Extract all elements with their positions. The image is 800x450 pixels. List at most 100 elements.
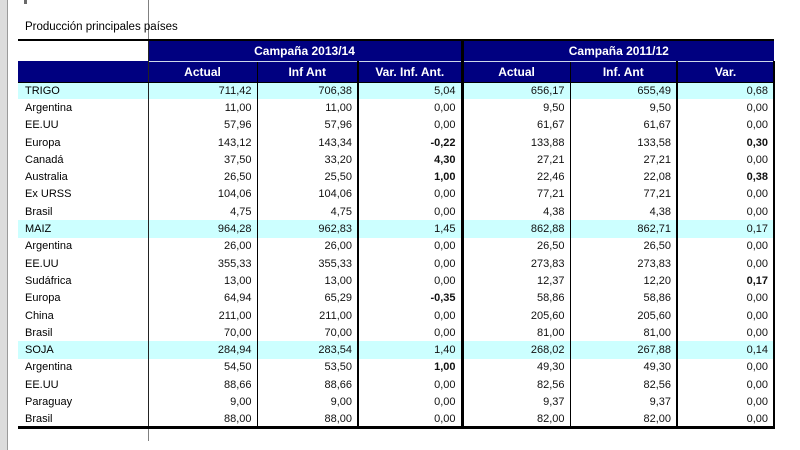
row-label[interactable]: TRIGO bbox=[18, 82, 149, 100]
cell-value[interactable]: 13,00 bbox=[257, 272, 359, 290]
cell-value[interactable]: 0,00 bbox=[677, 324, 776, 342]
cell-value[interactable]: 355,33 bbox=[148, 254, 258, 273]
cell-value[interactable]: 61,67 bbox=[570, 116, 679, 134]
row-label[interactable]: Paraguay bbox=[18, 393, 149, 411]
cell-value[interactable]: 4,30 bbox=[358, 151, 464, 169]
cell-value[interactable]: 88,00 bbox=[257, 410, 359, 428]
cell-value[interactable]: 57,96 bbox=[148, 116, 258, 134]
cell-value[interactable]: 0,00 bbox=[677, 99, 776, 117]
row-label[interactable]: EE.UU bbox=[18, 116, 149, 134]
row-label[interactable]: EE.UU bbox=[18, 254, 149, 273]
cell-value[interactable]: 1,00 bbox=[358, 168, 464, 186]
cell-value[interactable]: 9,00 bbox=[257, 393, 359, 411]
cell-value[interactable]: 25,50 bbox=[257, 168, 359, 186]
cell-value[interactable]: 283,54 bbox=[257, 341, 359, 359]
cell-value[interactable]: 211,00 bbox=[257, 306, 359, 325]
cell-value[interactable]: 81,00 bbox=[570, 324, 679, 342]
cell-value[interactable]: 0,30 bbox=[677, 133, 776, 152]
cell-value[interactable]: 9,50 bbox=[570, 99, 679, 117]
cell-value[interactable]: 0,00 bbox=[677, 358, 776, 377]
row-label[interactable]: SOJA bbox=[18, 341, 149, 359]
cell-value[interactable]: 0,00 bbox=[358, 185, 464, 204]
cell-value[interactable]: 70,00 bbox=[148, 324, 258, 342]
cell-value[interactable]: 26,00 bbox=[148, 237, 258, 255]
cell-value[interactable]: 12,20 bbox=[570, 272, 679, 290]
cell-value[interactable]: 0,00 bbox=[358, 376, 464, 394]
cell-value[interactable]: 26,00 bbox=[257, 237, 359, 255]
cell-value[interactable]: -0,35 bbox=[358, 289, 464, 307]
cell-value[interactable]: 964,28 bbox=[148, 220, 258, 238]
cell-value[interactable]: 22,08 bbox=[570, 168, 679, 186]
cell-value[interactable]: 0,00 bbox=[358, 272, 464, 290]
cell-value[interactable]: 0,00 bbox=[677, 410, 776, 428]
row-label[interactable]: Argentina bbox=[18, 237, 149, 255]
row-label[interactable]: Argentina bbox=[18, 358, 149, 377]
cell-value[interactable]: 143,34 bbox=[257, 133, 359, 152]
row-label[interactable]: Europa bbox=[18, 289, 149, 307]
cell-value[interactable]: 61,67 bbox=[462, 116, 571, 134]
cell-value[interactable]: 5,04 bbox=[358, 82, 464, 100]
cell-value[interactable]: 0,00 bbox=[358, 324, 464, 342]
cell-value[interactable]: 77,21 bbox=[462, 185, 571, 204]
cell-value[interactable]: 58,86 bbox=[570, 289, 679, 307]
cell-value[interactable]: 77,21 bbox=[570, 185, 679, 204]
col-header-var-inf-ant-1[interactable]: Var. Inf. Ant. bbox=[358, 61, 464, 83]
cell-value[interactable]: 88,66 bbox=[148, 376, 258, 394]
cell-value[interactable]: 0,00 bbox=[358, 410, 464, 428]
cell-value[interactable]: 12,37 bbox=[462, 272, 571, 290]
cell-value[interactable]: 53,50 bbox=[257, 358, 359, 377]
cell-value[interactable]: 0,00 bbox=[677, 237, 776, 255]
cell-value[interactable]: 9,00 bbox=[148, 393, 258, 411]
cell-value[interactable]: 82,56 bbox=[462, 376, 571, 394]
cell-value[interactable]: 0,00 bbox=[358, 237, 464, 255]
cell-value[interactable]: 9,37 bbox=[570, 393, 679, 411]
corner-cell[interactable] bbox=[18, 40, 149, 61]
cell-value[interactable]: 133,58 bbox=[570, 133, 679, 152]
cell-value[interactable]: 355,33 bbox=[257, 254, 359, 273]
cell-value[interactable]: 104,06 bbox=[148, 185, 258, 204]
cell-value[interactable]: 0,00 bbox=[358, 203, 464, 221]
cell-value[interactable]: 273,83 bbox=[462, 254, 571, 273]
row-label[interactable]: Argentina bbox=[18, 99, 149, 117]
cell-value[interactable]: 22,46 bbox=[462, 168, 571, 186]
cell-value[interactable]: 211,00 bbox=[148, 306, 258, 325]
cell-value[interactable]: 268,02 bbox=[462, 341, 571, 359]
label-column-header[interactable] bbox=[18, 61, 149, 83]
cell-value[interactable]: 1,45 bbox=[358, 220, 464, 238]
cell-value[interactable]: 65,29 bbox=[257, 289, 359, 307]
col-header-var-2[interactable]: Var. bbox=[677, 61, 776, 83]
cell-value[interactable]: 711,42 bbox=[148, 82, 258, 100]
cell-value[interactable]: 0,00 bbox=[358, 306, 464, 325]
col-header-inf-ant-1[interactable]: Inf Ant bbox=[257, 61, 359, 83]
cell-value[interactable]: 0,00 bbox=[358, 393, 464, 411]
cell-value[interactable]: 1,40 bbox=[358, 341, 464, 359]
cell-value[interactable]: 133,88 bbox=[462, 133, 571, 152]
cell-value[interactable]: 706,38 bbox=[257, 82, 359, 100]
cell-value[interactable]: 0,00 bbox=[677, 289, 776, 307]
cell-value[interactable]: 11,00 bbox=[148, 99, 258, 117]
cell-value[interactable]: 57,96 bbox=[257, 116, 359, 134]
cell-value[interactable]: 33,20 bbox=[257, 151, 359, 169]
campaign-2013-14-header[interactable]: Campaña 2013/14 bbox=[148, 40, 464, 62]
cell-value[interactable]: 49,30 bbox=[462, 358, 571, 377]
cell-value[interactable]: 267,88 bbox=[570, 341, 679, 359]
cell-value[interactable]: 0,00 bbox=[677, 151, 776, 169]
col-header-actual-1[interactable]: Actual bbox=[148, 61, 258, 83]
cell-value[interactable]: 0,00 bbox=[358, 99, 464, 117]
cell-value[interactable]: 64,94 bbox=[148, 289, 258, 307]
cell-value[interactable]: 104,06 bbox=[257, 185, 359, 204]
cell-value[interactable]: 656,17 bbox=[462, 82, 571, 100]
cell-value[interactable]: 27,21 bbox=[462, 151, 571, 169]
cell-value[interactable]: 70,00 bbox=[257, 324, 359, 342]
row-label[interactable]: EE.UU bbox=[18, 376, 149, 394]
cell-value[interactable]: 4,38 bbox=[570, 203, 679, 221]
cell-value[interactable]: 9,37 bbox=[462, 393, 571, 411]
cell-value[interactable]: 655,49 bbox=[570, 82, 679, 100]
cell-value[interactable]: 9,50 bbox=[462, 99, 571, 117]
cell-value[interactable]: 0,38 bbox=[677, 168, 776, 186]
row-label[interactable]: Europa bbox=[18, 133, 149, 152]
cell-value[interactable]: 0,00 bbox=[358, 116, 464, 134]
cell-value[interactable]: 88,66 bbox=[257, 376, 359, 394]
cell-value[interactable]: 284,94 bbox=[148, 341, 258, 359]
cell-value[interactable]: 0,00 bbox=[677, 376, 776, 394]
